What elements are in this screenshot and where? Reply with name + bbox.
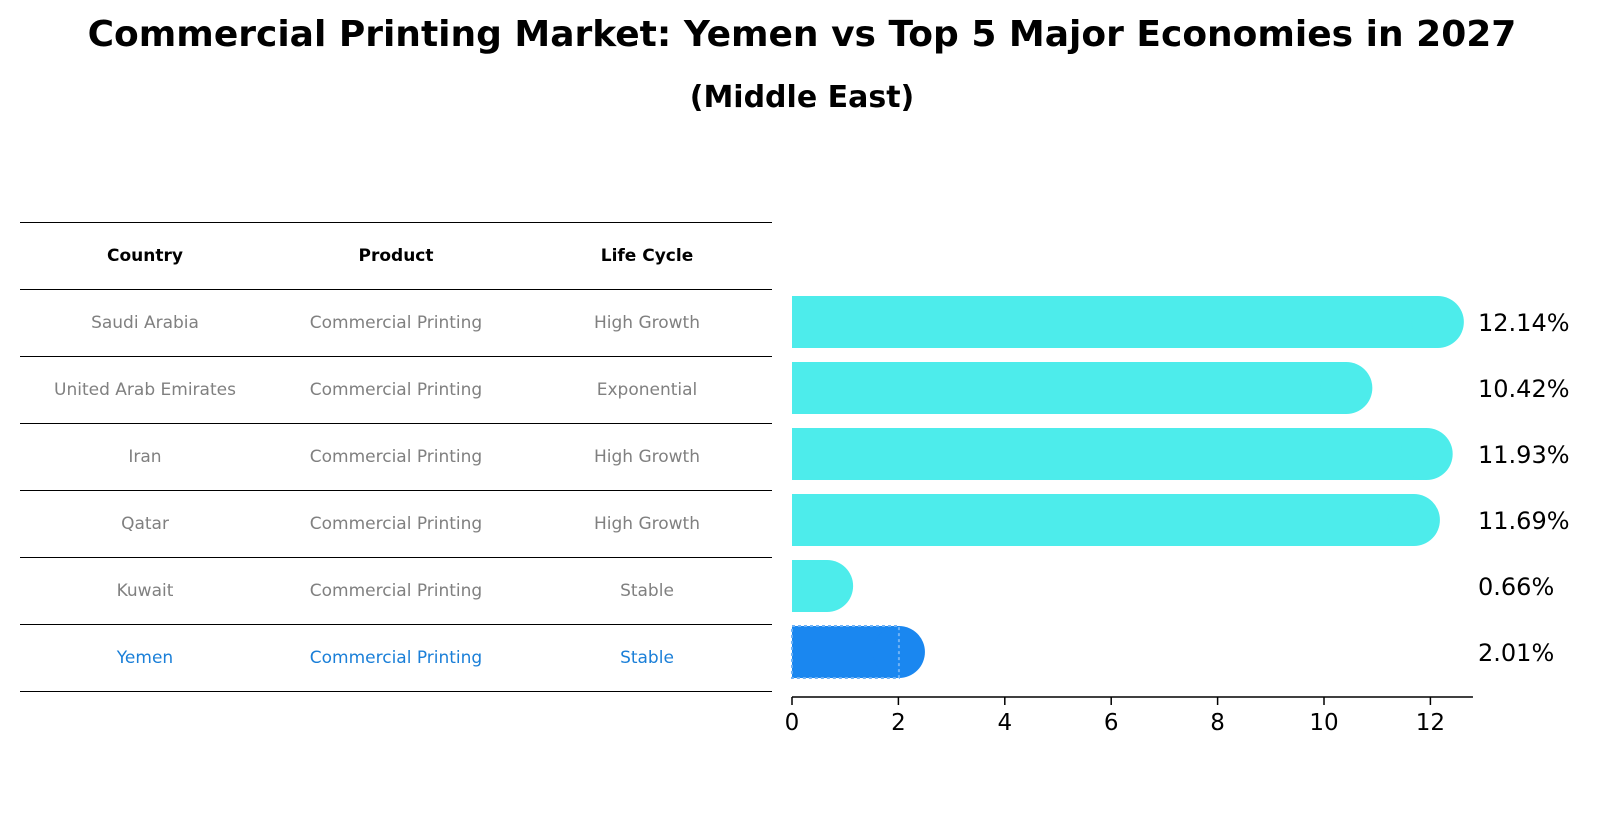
bar-saudi-arabia (792, 296, 1438, 348)
cell-life-cycle: High Growth (593, 313, 700, 333)
table-row: United Arab Emirates Commercial Printing… (20, 356, 772, 423)
cell-life-cycle: Exponential (596, 380, 698, 400)
table-row-highlighted: Yemen Commercial Printing Stable (20, 624, 772, 692)
cell-product: Commercial Printing (309, 447, 483, 467)
bar-cap (1387, 494, 1440, 546)
x-tick-label: 0 (785, 710, 800, 736)
table-row: Qatar Commercial Printing High Growth (20, 490, 772, 557)
cell-country: Yemen (116, 648, 174, 668)
value-label: 0.66% (1478, 573, 1554, 601)
cell-country: Kuwait (116, 581, 174, 601)
value-label: 11.93% (1478, 441, 1570, 469)
cell-country: Qatar (121, 514, 169, 534)
x-tick-label: 10 (1309, 710, 1338, 736)
chart-subtitle: (Middle East) (689, 80, 915, 115)
x-tick-label: 6 (1104, 710, 1119, 736)
table-row: Saudi Arabia Commercial Printing High Gr… (20, 289, 772, 356)
chart-title: Commercial Printing Market: Yemen vs Top… (87, 14, 1517, 55)
bar-qatar (792, 494, 1414, 546)
cell-country: Iran (128, 447, 162, 467)
cell-life-cycle: High Growth (593, 514, 700, 534)
bar-iran (792, 428, 1427, 480)
cell-life-cycle: Stable (620, 581, 674, 601)
table-row: Iran Commercial Printing High Growth (20, 423, 772, 490)
header-life-cycle: Life Cycle (600, 246, 694, 266)
bar-highlight-outline (791, 625, 900, 679)
bar-cap (1320, 362, 1373, 414)
table-header-row: Country Product Life Cycle (20, 222, 772, 289)
x-tick-label: 2 (891, 710, 906, 736)
bar-cap (801, 560, 854, 612)
x-tick-label: 4 (997, 710, 1012, 736)
cell-product: Commercial Printing (309, 648, 483, 668)
value-label: 2.01% (1478, 639, 1554, 667)
cell-life-cycle: Stable (620, 648, 674, 668)
cell-product: Commercial Printing (309, 380, 483, 400)
cell-product: Commercial Printing (309, 313, 483, 333)
header-product: Product (358, 246, 434, 266)
cell-product: Commercial Printing (309, 514, 483, 534)
bar-cap (1400, 428, 1453, 480)
x-tick-label: 8 (1210, 710, 1225, 736)
header-country: Country (107, 246, 183, 266)
value-label: 11.69% (1478, 507, 1570, 535)
bar-united-arab-emirates (792, 362, 1347, 414)
cell-life-cycle: High Growth (593, 447, 700, 467)
x-tick-label: 12 (1416, 710, 1445, 736)
market-table: Country Product Life Cycle Saudi Arabia … (20, 222, 772, 692)
cell-product: Commercial Printing (309, 581, 483, 601)
table-row: Kuwait Commercial Printing Stable (20, 557, 772, 624)
value-label: 12.14% (1478, 309, 1570, 337)
cell-country: Saudi Arabia (91, 313, 199, 333)
cell-country: United Arab Emirates (54, 380, 236, 400)
bar-cap (1411, 296, 1464, 348)
value-label: 10.42% (1478, 375, 1570, 403)
